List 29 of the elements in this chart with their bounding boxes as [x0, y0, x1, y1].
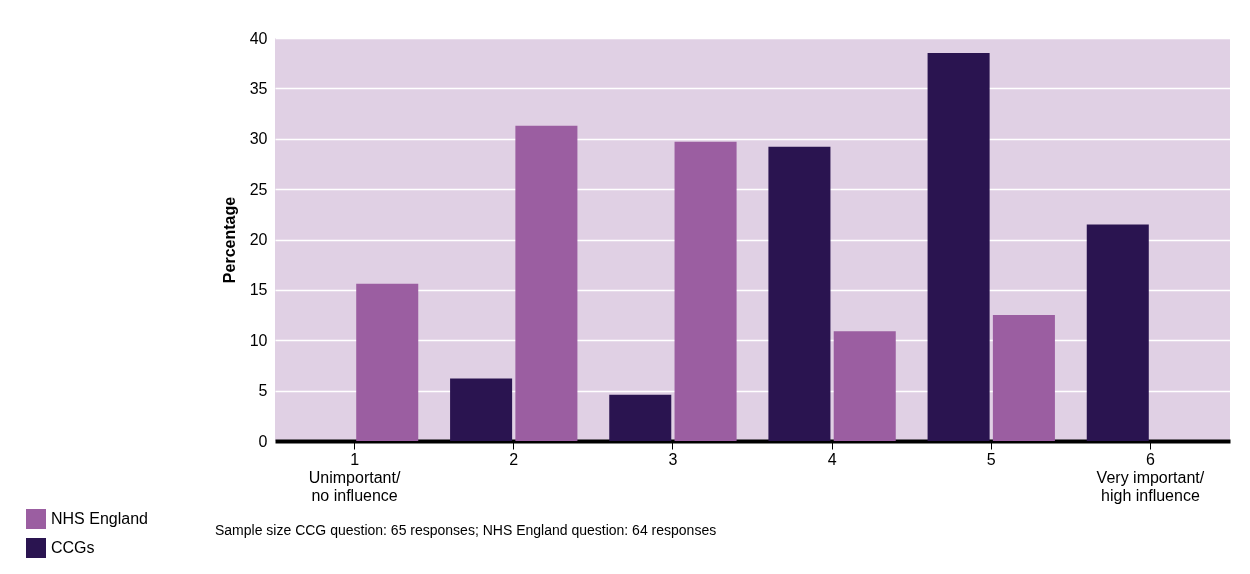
y-tick-label: 25 [249, 180, 268, 198]
y-tick-label: 40 [249, 29, 268, 47]
bar [674, 141, 737, 441]
y-axis-title: Percentage [220, 196, 238, 284]
x-tick-label: 1 Unimportant/ no influence [308, 450, 401, 504]
bar [1086, 224, 1149, 441]
y-tick-label: 5 [258, 382, 268, 400]
y-tick-label: 35 [249, 79, 268, 97]
bar [768, 146, 831, 441]
y-tick-label: 0 [258, 432, 268, 450]
text: Sample size CCG question: 65 responses; NHS England question: 64 responses [215, 522, 717, 538]
bar [609, 394, 672, 441]
bar [356, 283, 419, 441]
y-tick-label: 20 [249, 231, 268, 248]
y-tick-label: 30 [249, 130, 268, 148]
legend-label: CCGs [51, 539, 95, 556]
x-tick-label: 5 [986, 450, 996, 468]
legend-label: NHS England [51, 510, 148, 527]
bar [927, 53, 990, 441]
y-tick-label: 10 [249, 331, 268, 349]
bar [833, 331, 896, 441]
x-tick-label: 6 Very important/ high influence [1096, 450, 1205, 504]
y-tick-label: 15 [249, 281, 268, 299]
bar [515, 125, 578, 441]
bar [992, 315, 1055, 441]
x-tick-label: 3 [668, 450, 678, 468]
x-tick-label: 2 [509, 450, 519, 468]
x-tick-label: 4 [827, 450, 837, 468]
bar [450, 378, 513, 441]
